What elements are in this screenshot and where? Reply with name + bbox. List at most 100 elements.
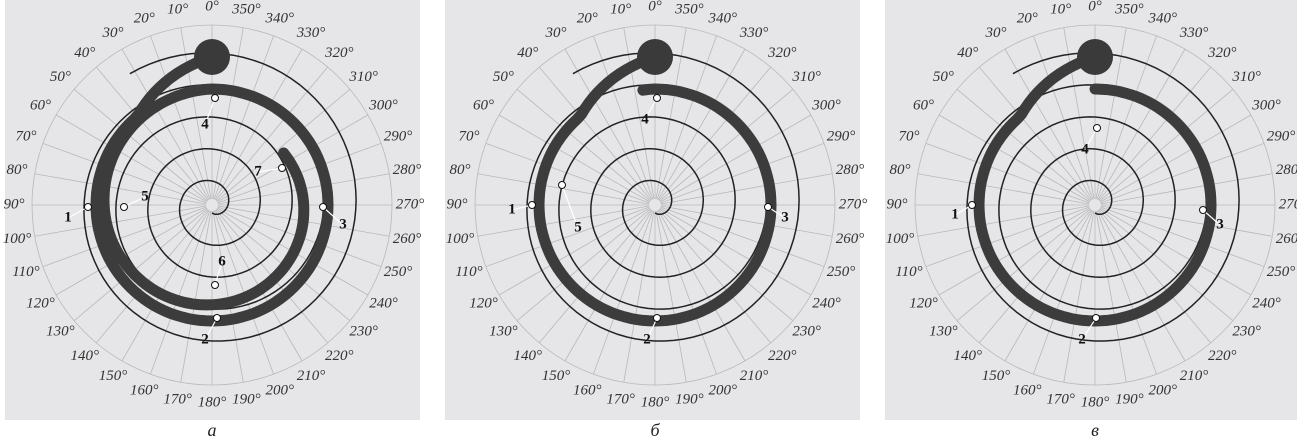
angle-label: 180° (641, 394, 670, 410)
angle-label: 130° (489, 324, 518, 340)
angle-label: 310° (1231, 69, 1261, 85)
angle-label: 270° (396, 196, 425, 212)
point-label: 1 (508, 201, 516, 217)
angle-label: 70° (458, 129, 479, 145)
point-label: 3 (1216, 216, 1224, 232)
figure: 0°10°20°30°40°50°60°70°80°90°100°110°120… (0, 0, 1297, 441)
angle-label: 120° (469, 295, 498, 311)
angle-label: 260° (1276, 231, 1297, 247)
angle-label: 290° (827, 129, 856, 145)
angle-label: 110° (895, 264, 922, 280)
angle-label: 50° (50, 69, 71, 85)
angle-label: 280° (393, 162, 422, 178)
measure-point (765, 204, 772, 211)
angle-label: 10° (167, 1, 188, 17)
panel: 0°10°20°30°40°50°60°70°80°90°100°110°120… (445, 0, 867, 440)
panel-caption: а (208, 420, 217, 440)
angle-label: 30° (985, 25, 1007, 41)
angle-label: 190° (232, 391, 261, 407)
angle-label: 210° (297, 368, 326, 384)
angle-label: 300° (368, 97, 398, 113)
angle-label: 10° (610, 1, 631, 17)
angle-label: 220° (768, 348, 797, 364)
angle-label: 330° (296, 25, 326, 41)
angle-label: 320° (324, 45, 354, 61)
angle-label: 100° (3, 231, 32, 247)
angle-label: 310° (791, 69, 821, 85)
angle-label: 230° (349, 324, 378, 340)
point-label: 4 (201, 116, 209, 132)
sprue (194, 39, 230, 75)
angle-label: 40° (957, 45, 978, 61)
angle-label: 270° (1279, 196, 1297, 212)
sprue (1077, 39, 1113, 75)
angle-label: 350° (674, 1, 704, 17)
measure-point (969, 202, 976, 209)
angle-label: 200° (265, 382, 294, 398)
angle-label: 190° (1115, 391, 1144, 407)
angle-label: 110° (455, 264, 482, 280)
angle-label: 340° (1147, 10, 1177, 26)
angle-label: 260° (836, 231, 865, 247)
panel-caption: б (650, 420, 660, 440)
angle-label: 0° (205, 0, 219, 14)
angle-label: 40° (517, 45, 538, 61)
angle-label: 210° (740, 368, 769, 384)
point-label: 3 (339, 216, 347, 232)
measure-point (214, 315, 221, 322)
panel: 0°10°20°30°40°50°60°70°80°90°100°110°120… (885, 0, 1297, 440)
angle-label: 260° (393, 231, 422, 247)
angle-label: 180° (198, 394, 227, 410)
angle-label: 280° (1276, 162, 1297, 178)
point-label: 6 (218, 253, 226, 269)
measure-point (1200, 207, 1207, 214)
angle-label: 250° (384, 264, 413, 280)
angle-label: 20° (134, 10, 155, 26)
angle-label: 90° (4, 196, 25, 212)
angle-label: 80° (7, 162, 28, 178)
point-label: 2 (643, 331, 651, 347)
angle-label: 270° (839, 196, 868, 212)
angle-label: 170° (606, 391, 635, 407)
angle-label: 120° (26, 295, 55, 311)
angle-label: 30° (545, 25, 567, 41)
angle-label: 80° (890, 162, 911, 178)
angle-label: 250° (1267, 264, 1296, 280)
measure-point (1093, 315, 1100, 322)
measure-point (85, 204, 92, 211)
angle-label: 300° (1251, 97, 1281, 113)
angle-label: 130° (929, 324, 958, 340)
angle-label: 120° (909, 295, 938, 311)
angle-label: 310° (348, 69, 378, 85)
measure-point (1094, 125, 1101, 132)
angle-label: 10° (1050, 1, 1071, 17)
angle-label: 0° (648, 0, 662, 14)
point-label: 1 (64, 209, 72, 225)
angle-label: 40° (74, 45, 95, 61)
angle-label: 200° (1148, 382, 1177, 398)
angle-label: 240° (1252, 295, 1281, 311)
angle-label: 150° (99, 368, 128, 384)
panel-caption: в (1091, 420, 1099, 440)
point-label: 2 (1078, 331, 1086, 347)
measure-point (212, 95, 219, 102)
angle-label: 180° (1081, 394, 1110, 410)
angle-label: 110° (12, 264, 39, 280)
angle-label: 90° (887, 196, 908, 212)
angle-label: 170° (163, 391, 192, 407)
angle-label: 150° (982, 368, 1011, 384)
measure-point (212, 282, 219, 289)
angle-label: 230° (792, 324, 821, 340)
panel: 0°10°20°30°40°50°60°70°80°90°100°110°120… (3, 0, 424, 440)
angle-label: 100° (446, 231, 475, 247)
angle-label: 50° (493, 69, 514, 85)
angle-label: 220° (325, 348, 354, 364)
angle-label: 240° (812, 295, 841, 311)
point-label: 5 (574, 219, 582, 235)
angle-label: 60° (913, 97, 934, 113)
point-label: 1 (951, 206, 959, 222)
point-label: 4 (641, 111, 649, 127)
angle-label: 140° (953, 348, 982, 364)
angle-label: 210° (1180, 368, 1209, 384)
angle-label: 330° (739, 25, 769, 41)
